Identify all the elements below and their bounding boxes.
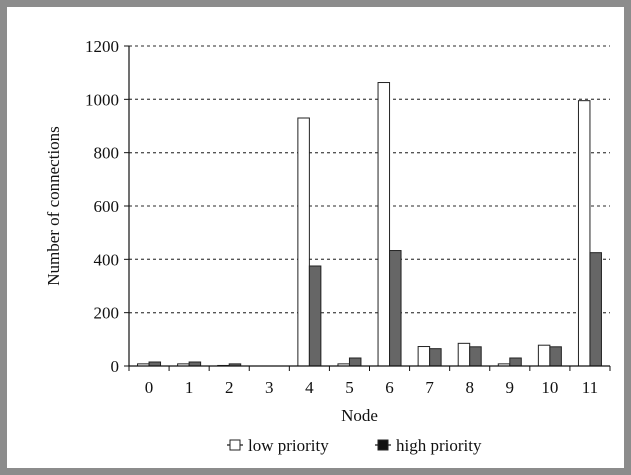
y-tick-label: 800 — [94, 144, 120, 163]
gridlines — [129, 45, 610, 314]
y-tick-label: 600 — [94, 197, 120, 216]
legend-swatch-low-priority — [229, 439, 241, 451]
bar-high-priority-node-4 — [308, 265, 322, 367]
y-tick-label: 1000 — [85, 90, 119, 109]
bar-low-priority-node-6 — [377, 82, 391, 367]
y-axis-ticks: 0 200 400 600 800 1000 1200 — [85, 37, 129, 376]
bar-low-priority-node-8 — [457, 342, 471, 367]
x-tick-label: 9 — [506, 378, 514, 397]
bar-high-priority-node-9 — [509, 357, 522, 367]
legend-label: low priority — [248, 436, 329, 455]
y-tick-label: 400 — [94, 250, 120, 269]
x-tick-label: 0 — [145, 378, 154, 397]
x-tick-label: 1 — [185, 378, 194, 397]
bar-low-priority-node-11 — [577, 100, 591, 367]
y-axis-title: Number of connections — [44, 126, 63, 286]
x-tick-label: 7 — [425, 378, 434, 397]
bar-high-priority-node-10 — [549, 346, 562, 367]
bar-high-priority-node-11 — [589, 252, 602, 367]
legend: low priority high priority — [227, 436, 482, 455]
x-tick-label: 4 — [305, 378, 314, 397]
x-tick-label: 11 — [582, 378, 598, 397]
bar-low-priority-node-7 — [417, 346, 431, 367]
x-tick-label: 5 — [345, 378, 354, 397]
bar-low-priority-node-4 — [297, 117, 310, 367]
x-tick-label: 8 — [465, 378, 474, 397]
legend-label: high priority — [396, 436, 482, 455]
y-tick-label: 1200 — [85, 37, 119, 56]
y-tick-label: 200 — [94, 304, 120, 323]
x-tick-label: 6 — [385, 378, 394, 397]
bar-chart: 0 200 400 600 800 1000 1200 0 1 2 3 4 5 6 7 8 9 10 11 Num… — [44, 37, 611, 455]
bar-high-priority-node-6 — [389, 250, 402, 367]
bar-high-priority-node-7 — [429, 348, 442, 367]
x-tick-label: 10 — [541, 378, 558, 397]
bars — [137, 82, 602, 367]
legend-swatch-high-priority — [377, 439, 389, 451]
bar-high-priority-node-8 — [469, 346, 482, 367]
x-tick-label: 3 — [265, 378, 274, 397]
y-tick-label: 0 — [111, 357, 120, 376]
bar-low-priority-node-10 — [537, 344, 551, 367]
x-axis-title: Node — [341, 406, 378, 425]
bar-high-priority-node-5 — [348, 357, 362, 367]
x-tick-label: 2 — [225, 378, 234, 397]
x-axis-ticks: 0 1 2 3 4 5 6 7 8 9 10 11 — [128, 366, 611, 397]
